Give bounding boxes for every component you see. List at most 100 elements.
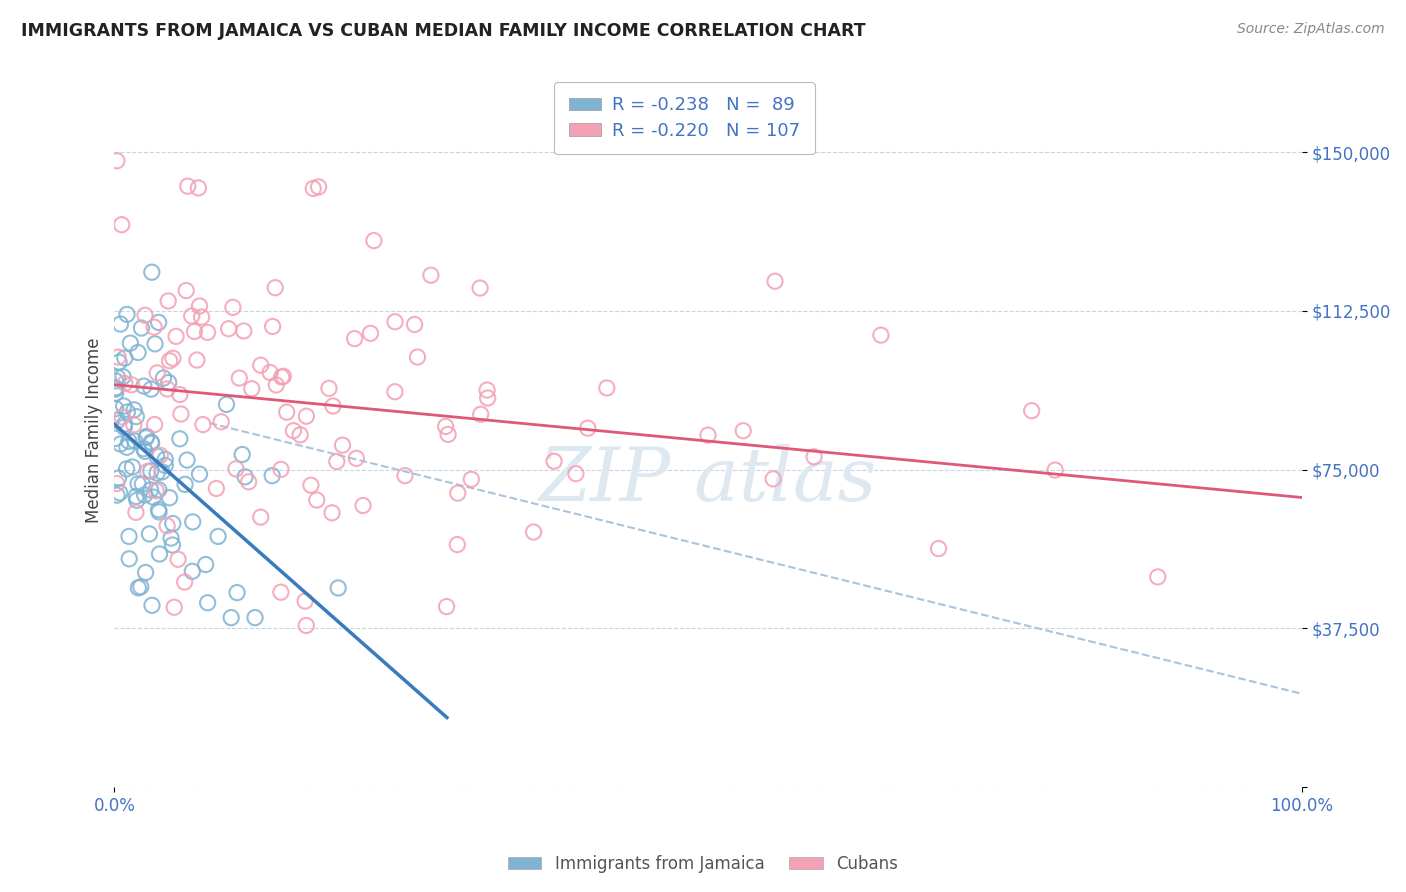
Point: [176, 453, 198, 467]
Point: [803, 450, 825, 464]
Point: [105, 414, 128, 428]
Point: [249, 358, 271, 372]
Point: [138, 527, 160, 541]
Point: [104, 381, 127, 395]
Point: [1146, 570, 1168, 584]
Point: [243, 610, 266, 624]
Point: [183, 325, 205, 339]
Point: [159, 353, 181, 368]
Point: [197, 596, 219, 610]
Point: [134, 444, 156, 458]
Point: [288, 427, 311, 442]
Point: [384, 384, 406, 399]
Point: [104, 382, 127, 396]
Point: [170, 407, 193, 421]
Point: [148, 505, 170, 519]
Point: [576, 421, 599, 435]
Point: [326, 454, 349, 468]
Point: [155, 452, 177, 467]
Point: [146, 366, 169, 380]
Point: [270, 462, 292, 476]
Point: [135, 431, 157, 445]
Point: [134, 308, 156, 322]
Point: [114, 351, 136, 365]
Point: [209, 415, 232, 429]
Point: [148, 502, 170, 516]
Point: [134, 488, 156, 502]
Point: [363, 234, 385, 248]
Point: [132, 442, 155, 456]
Point: [436, 599, 458, 614]
Text: IMMIGRANTS FROM JAMAICA VS CUBAN MEDIAN FAMILY INCOME CORRELATION CHART: IMMIGRANTS FROM JAMAICA VS CUBAN MEDIAN …: [21, 22, 866, 40]
Point: [180, 309, 202, 323]
Point: [447, 486, 470, 500]
Point: [110, 317, 132, 331]
Point: [446, 537, 468, 551]
Point: [475, 383, 498, 397]
Point: [219, 610, 242, 624]
Point: [197, 326, 219, 340]
Point: [295, 409, 318, 424]
Point: [121, 377, 143, 392]
Point: [232, 324, 254, 338]
Point: [167, 552, 190, 566]
Point: [228, 371, 250, 385]
Point: [215, 397, 238, 411]
Point: [107, 350, 129, 364]
Point: [104, 374, 127, 388]
Legend: Immigrants from Jamaica, Cubans: Immigrants from Jamaica, Cubans: [502, 848, 904, 880]
Point: [308, 180, 330, 194]
Point: [226, 585, 249, 599]
Point: [122, 402, 145, 417]
Point: [186, 353, 208, 368]
Point: [870, 328, 893, 343]
Point: [129, 580, 152, 594]
Point: [238, 475, 260, 489]
Point: [111, 369, 134, 384]
Point: [188, 467, 211, 481]
Point: [148, 483, 170, 497]
Point: [160, 531, 183, 545]
Point: [107, 471, 129, 485]
Point: [225, 462, 247, 476]
Point: [343, 332, 366, 346]
Point: [169, 387, 191, 401]
Point: [207, 529, 229, 543]
Point: [141, 435, 163, 450]
Point: [120, 336, 142, 351]
Point: [112, 399, 135, 413]
Point: [112, 420, 135, 434]
Point: [110, 437, 132, 451]
Point: [191, 417, 214, 432]
Point: [105, 153, 128, 168]
Point: [156, 518, 179, 533]
Point: [104, 401, 127, 416]
Point: [233, 470, 256, 484]
Point: [152, 371, 174, 385]
Point: [162, 538, 184, 552]
Point: [124, 434, 146, 448]
Point: [157, 293, 180, 308]
Point: [264, 281, 287, 295]
Point: [148, 315, 170, 329]
Point: [477, 391, 499, 405]
Text: ZIP atlas: ZIP atlas: [538, 443, 877, 516]
Point: [460, 472, 482, 486]
Point: [299, 478, 322, 492]
Point: [190, 310, 212, 324]
Point: [115, 462, 138, 476]
Point: [273, 369, 295, 384]
Point: [141, 599, 163, 613]
Point: [150, 465, 173, 479]
Point: [1021, 403, 1043, 417]
Point: [118, 529, 141, 543]
Point: [318, 381, 340, 395]
Point: [276, 405, 298, 419]
Point: [145, 483, 167, 498]
Point: [928, 541, 950, 556]
Point: [125, 493, 148, 508]
Point: [155, 458, 177, 473]
Text: Source: ZipAtlas.com: Source: ZipAtlas.com: [1237, 22, 1385, 37]
Point: [434, 419, 457, 434]
Point: [406, 350, 429, 364]
